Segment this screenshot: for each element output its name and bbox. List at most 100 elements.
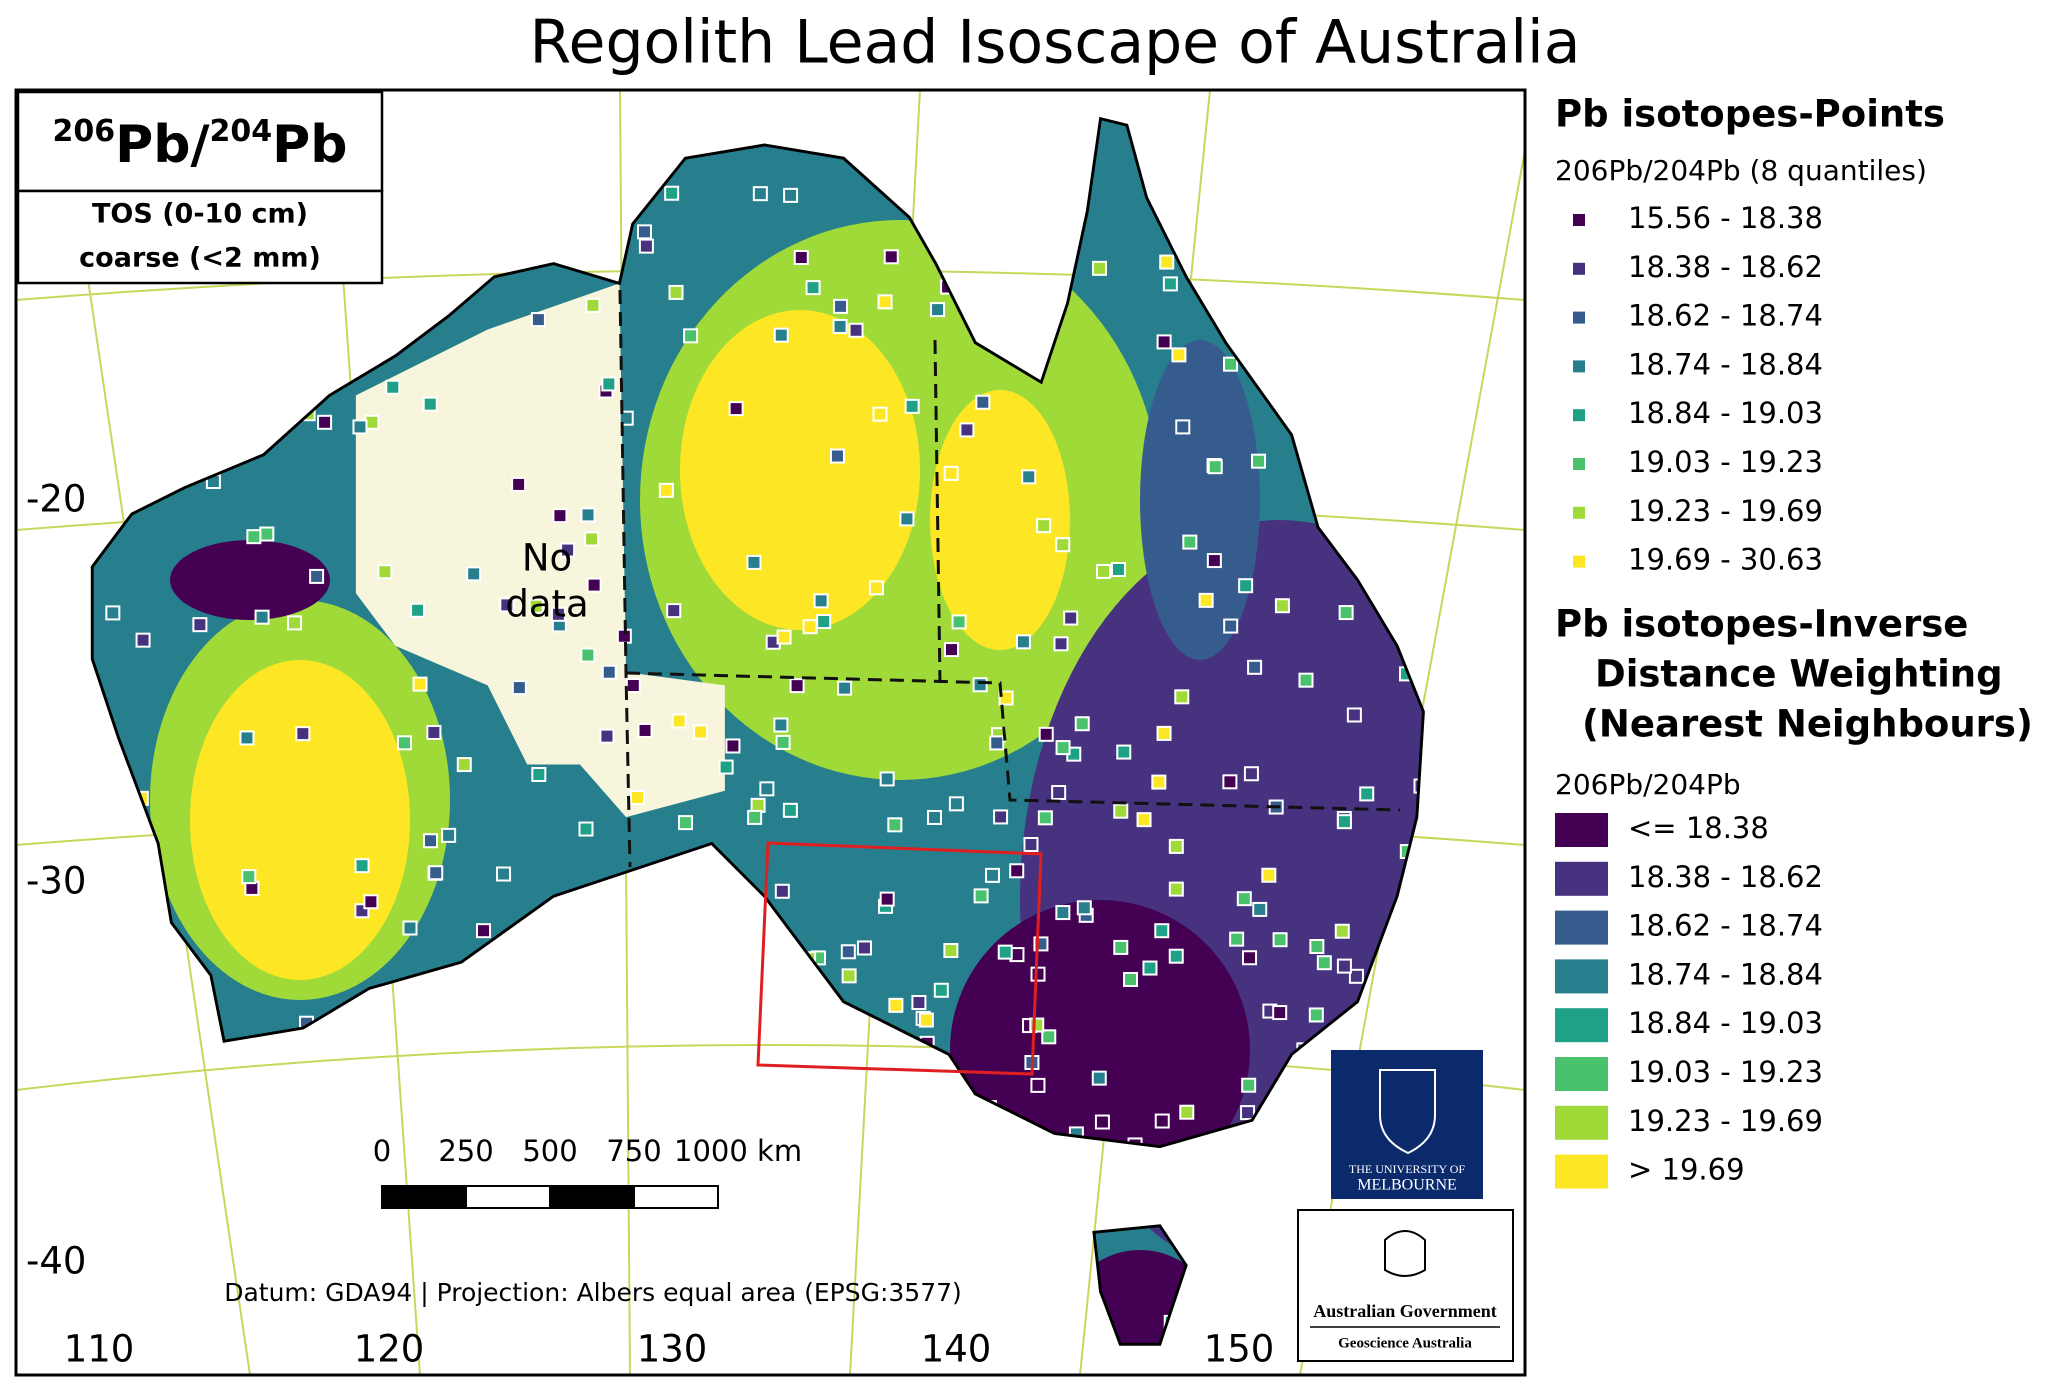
sample-point xyxy=(683,328,699,344)
sample-point xyxy=(1074,716,1090,732)
legend-swatch xyxy=(1555,861,1608,896)
sample-point xyxy=(1023,837,1039,853)
legend-swatch xyxy=(1573,458,1585,470)
logo-background xyxy=(1297,1209,1514,1362)
sample-point xyxy=(1359,786,1375,802)
sample-point xyxy=(783,187,799,203)
sample-point xyxy=(1156,334,1172,350)
sample-point xyxy=(412,676,428,692)
legend-swatch xyxy=(1555,959,1608,994)
coat-of-arms xyxy=(1384,1230,1426,1277)
coastline xyxy=(90,116,1425,1346)
sample-point xyxy=(585,297,601,313)
sample-point xyxy=(135,632,151,648)
sample-point xyxy=(904,398,920,414)
no-data-label: No xyxy=(522,537,572,580)
sample-point xyxy=(728,401,744,417)
sample-point xyxy=(1076,900,1092,916)
sample-point xyxy=(528,598,544,614)
sample-point xyxy=(530,312,546,328)
sample-point xyxy=(550,606,566,622)
logo-text: THE UNIVERSITY OF xyxy=(1349,1162,1466,1176)
sample-point xyxy=(1116,744,1132,760)
sample-point xyxy=(989,735,1005,751)
sample-point xyxy=(664,185,680,201)
sample-point xyxy=(1015,634,1031,650)
sample-point xyxy=(317,414,333,430)
sample-point xyxy=(998,690,1014,706)
sample-point xyxy=(618,410,634,426)
legend-subtitle: 206Pb/204Pb (8 quantiles) xyxy=(1555,154,1927,187)
sample-point xyxy=(1171,347,1187,363)
legend-label: 19.23 - 19.69 xyxy=(1628,1104,1823,1138)
sample-point xyxy=(601,376,617,392)
sample-point xyxy=(840,944,856,960)
sample-point xyxy=(1243,766,1259,782)
sample-point xyxy=(1242,950,1258,966)
sample-point xyxy=(841,968,857,984)
scale-segment xyxy=(633,1185,719,1209)
sample-point xyxy=(1222,774,1238,790)
sample-point xyxy=(580,647,596,663)
sample-point xyxy=(668,284,684,300)
sample-point xyxy=(1175,419,1191,435)
sample-point xyxy=(246,529,262,545)
scale-label: 0 xyxy=(373,1134,391,1168)
legend-label: 19.03 - 19.23 xyxy=(1628,1055,1823,1089)
slash: / xyxy=(191,115,210,175)
sample-point xyxy=(1053,636,1069,652)
sample-point xyxy=(105,605,121,621)
sample-point xyxy=(658,482,674,498)
sample-point xyxy=(1168,881,1184,897)
legend-label: 19.03 - 19.23 xyxy=(1628,445,1823,479)
legend-label: 18.74 - 18.84 xyxy=(1628,347,1823,381)
sample-point xyxy=(1223,356,1239,372)
sample-point xyxy=(1055,740,1071,756)
sample-point xyxy=(829,448,845,464)
latitude-label: -30 xyxy=(26,860,86,903)
sample-point xyxy=(1272,932,1288,948)
isotope-ratio: 206Pb/204Pb xyxy=(53,114,348,176)
sample-point xyxy=(599,728,615,744)
sample-point xyxy=(1223,618,1239,634)
sample-point xyxy=(775,734,791,750)
sample-point xyxy=(580,507,596,523)
sample-point xyxy=(496,866,512,882)
inset: 206Pb/204Pb TOS (0-10 cm) coarse (<2 mm) xyxy=(16,90,384,285)
sample-point xyxy=(441,827,457,843)
sample-point xyxy=(1336,958,1352,974)
sample-point xyxy=(428,865,444,881)
sample-point xyxy=(1156,725,1172,741)
sample-point xyxy=(584,531,600,547)
legend-label: 18.38 - 18.62 xyxy=(1628,860,1823,894)
sample-point xyxy=(637,722,653,738)
sample-point xyxy=(718,759,734,775)
sample-point xyxy=(295,726,311,742)
sample-point xyxy=(1021,469,1037,485)
sample-point xyxy=(1240,1105,1256,1121)
sample-point xyxy=(848,322,864,338)
sample-point xyxy=(975,394,991,410)
sample-point xyxy=(1272,1005,1288,1021)
no-data-label: data xyxy=(505,583,588,626)
sample-point xyxy=(725,738,741,754)
sample-point xyxy=(993,809,1009,825)
scale-label: 250 xyxy=(438,1134,493,1168)
longitude-label: 120 xyxy=(354,1328,425,1371)
sample-point xyxy=(948,796,964,812)
sample-point xyxy=(1179,1104,1195,1120)
sample-point xyxy=(1206,553,1222,569)
sample-point xyxy=(1182,534,1198,550)
sample-point xyxy=(552,508,568,524)
sample-point xyxy=(241,869,257,885)
sample-point xyxy=(1229,931,1245,947)
sample-point xyxy=(789,678,805,694)
sample-point xyxy=(943,642,959,658)
sample-point xyxy=(1154,1113,1170,1129)
sample-point xyxy=(1051,785,1067,801)
legend-title: Pb isotopes-Inverse xyxy=(1555,603,1968,646)
sample-point xyxy=(773,717,789,733)
sample-point xyxy=(887,817,903,833)
